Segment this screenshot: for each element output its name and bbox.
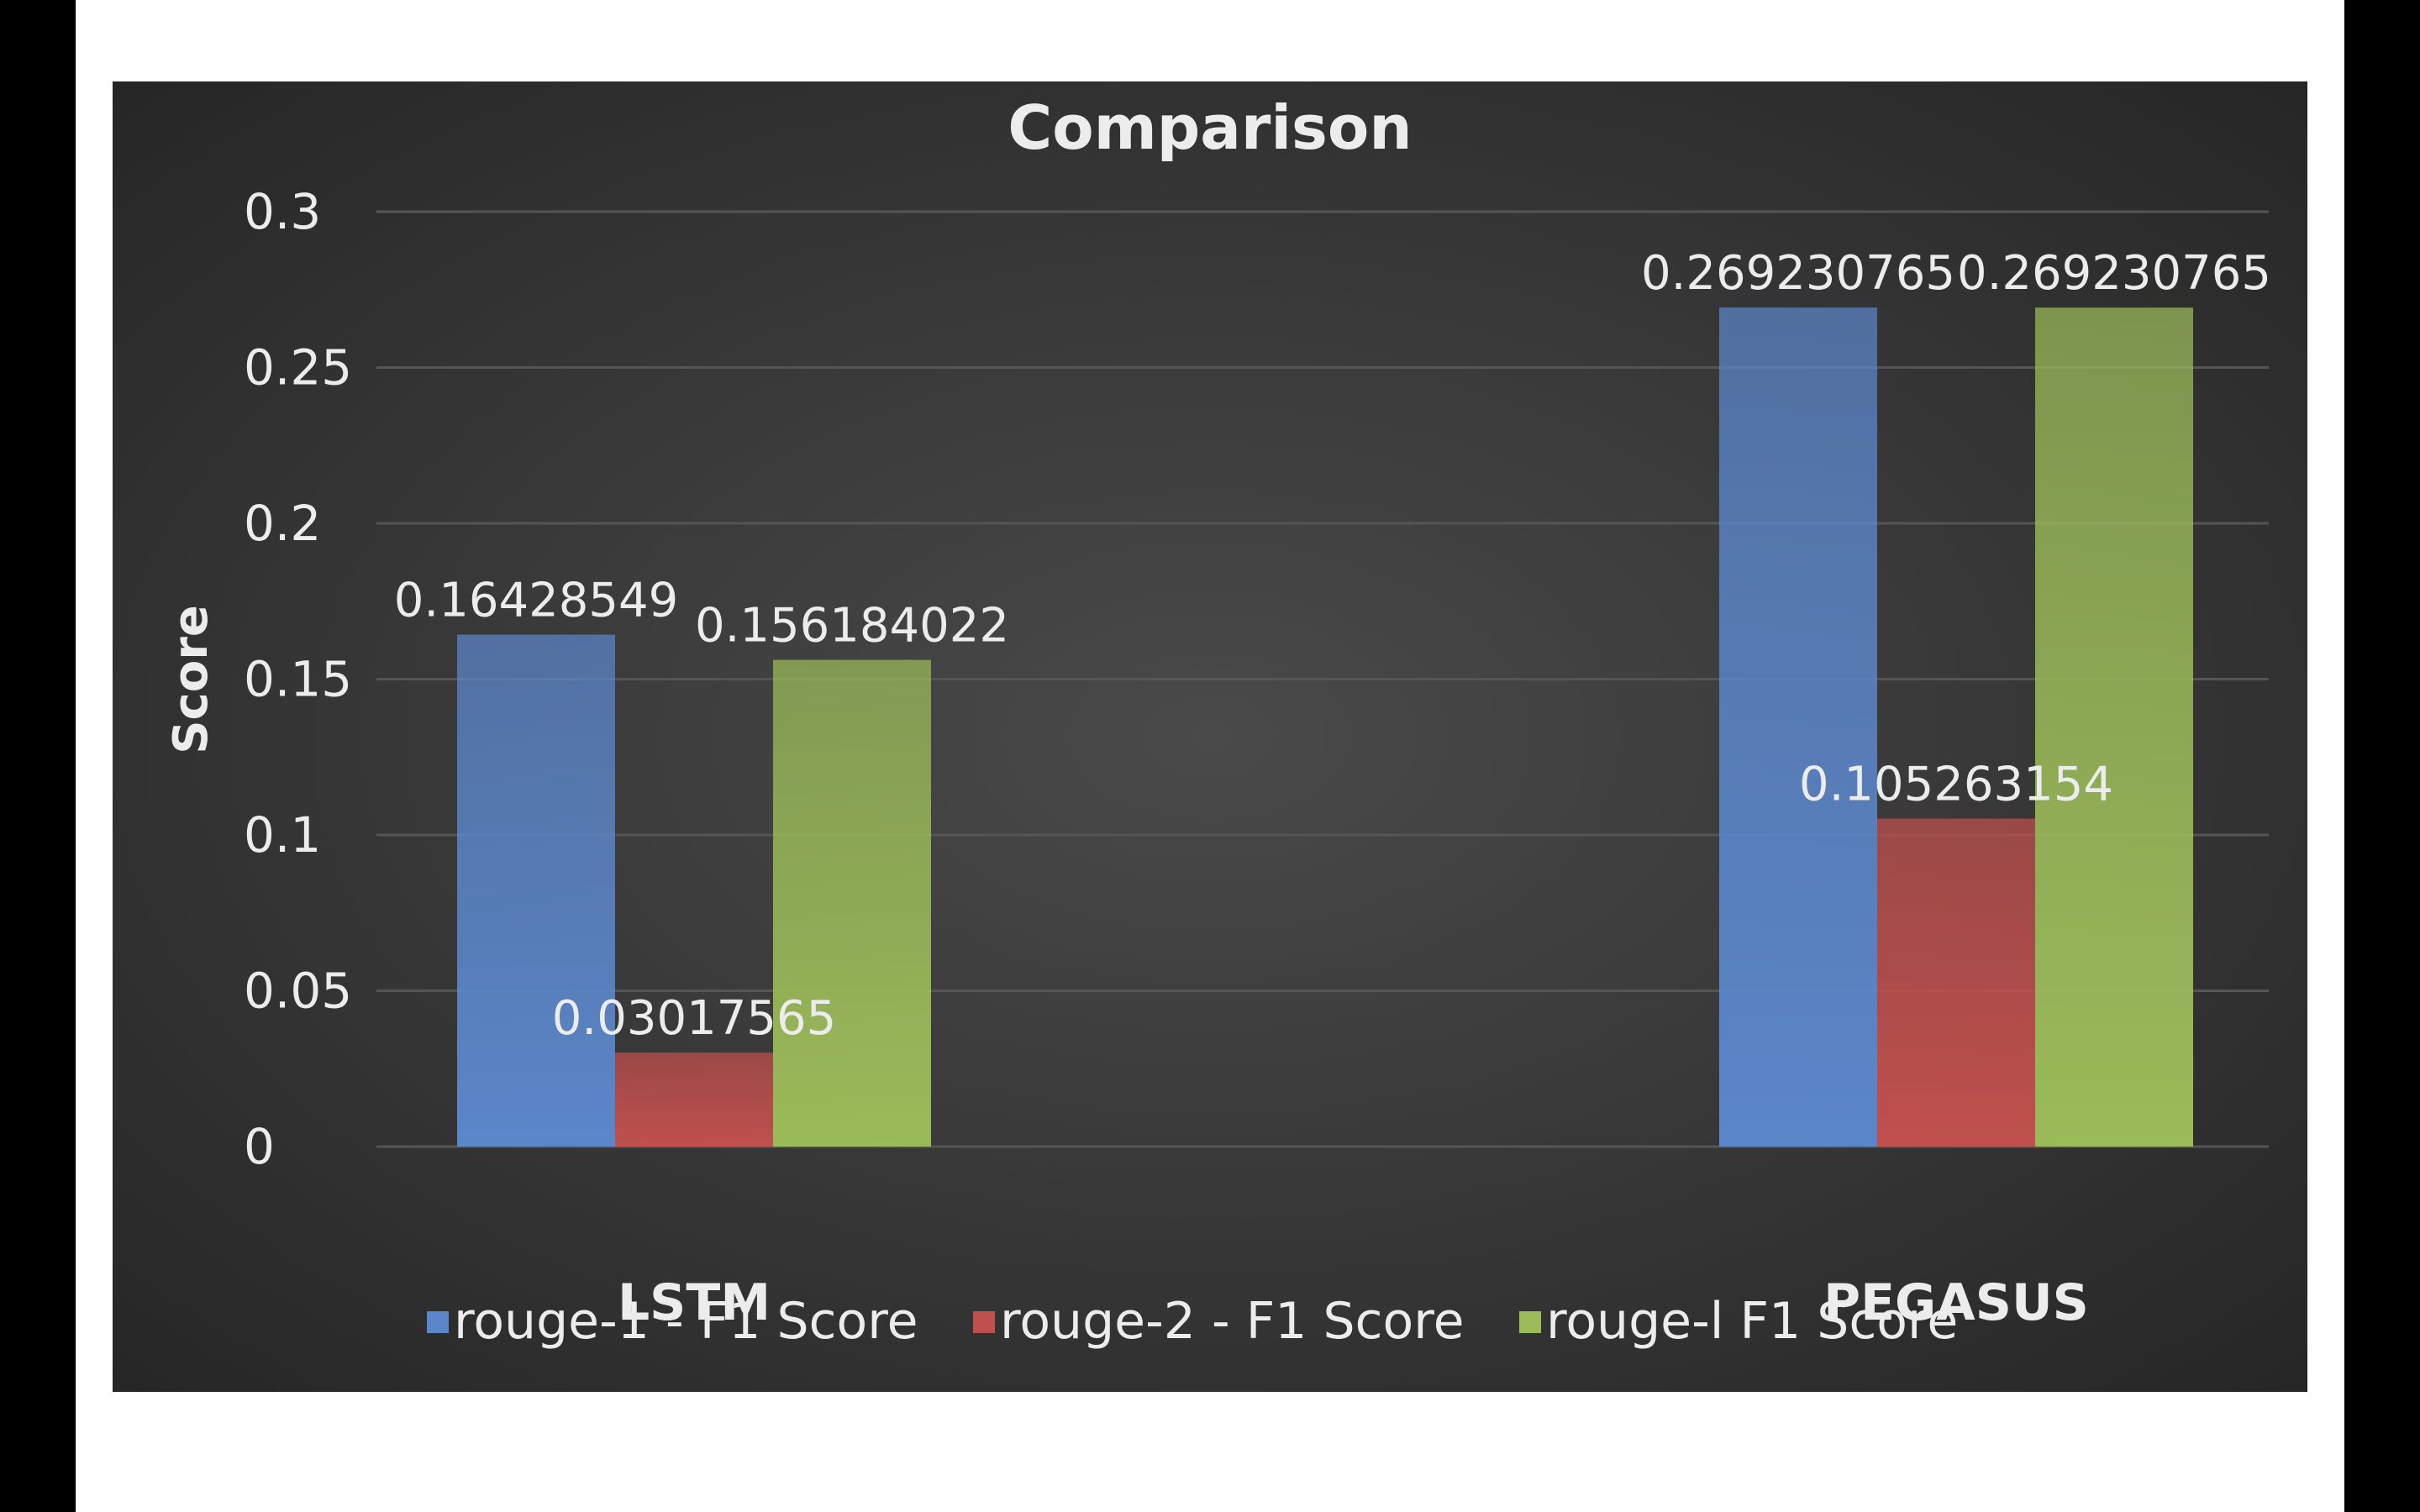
legend-swatch [973,1311,995,1333]
legend-label: rouge-2 - F1 Score [1000,1292,1465,1351]
y-tick-label: 0.3 [244,183,321,240]
bar-lstm-series-1 [457,634,615,1147]
y-tick-label: 0.1 [244,806,321,864]
left-black-border [0,0,76,1512]
y-tick-label: 0.25 [244,339,352,396]
y-tick-label: 0.05 [244,963,352,1020]
chart-title: Comparison [1007,92,1412,163]
bars [457,307,2193,1147]
y-tick-label: 0.2 [244,495,321,552]
data-label: 0.269230765 [1957,246,2271,301]
grid-lines [376,210,2269,1148]
y-tick-label: 0 [244,1118,275,1175]
legend-swatch [1519,1311,1541,1333]
x-axis-ticks: LSTM PEGASUS [618,1273,2089,1332]
data-label: 0.16428549 [394,574,678,628]
chart-area: Comparison Score 0 0.05 0.1 0.15 0.2 0.25 0.3 … [113,81,2307,1392]
bar-pegasus-series-2 [1877,818,2035,1147]
bar-lstm-series-3 [773,659,931,1147]
legend-swatch [427,1311,449,1333]
legend-label: rouge-1 - F1 Score [454,1292,918,1351]
legend: rouge-1 - F1 Score rouge-2 - F1 Score roug… [427,1292,1958,1351]
data-labels: 0.16428549 0.03017565 0.156184022 0.2692307… [394,246,2271,1046]
data-label: 0.156184022 [695,599,1009,654]
y-tick-label: 0.15 [244,651,352,708]
right-black-border [2344,0,2420,1512]
data-label: 0.03017565 [552,991,836,1046]
bar-pegasus-series-3 [2035,307,2193,1147]
y-axis-label: Score [164,605,218,754]
bar-chart: Comparison Score 00.050.10.150.20.250.3 … [164,92,2271,1351]
data-label: 0.269230765 [1641,246,1955,301]
bar-pegasus-series-1 [1719,307,1877,1147]
x-tick-label: PEGASUS [1823,1273,2089,1332]
data-label: 0.105263154 [1799,757,2113,811]
y-axis-ticks: 0 0.05 0.1 0.15 0.2 0.25 0.3 [244,183,352,1175]
x-tick-label: LSTM [618,1273,771,1332]
bar-lstm-series-2 [615,1053,773,1147]
legend-label: rouge-l F1 Score [1546,1292,1958,1351]
